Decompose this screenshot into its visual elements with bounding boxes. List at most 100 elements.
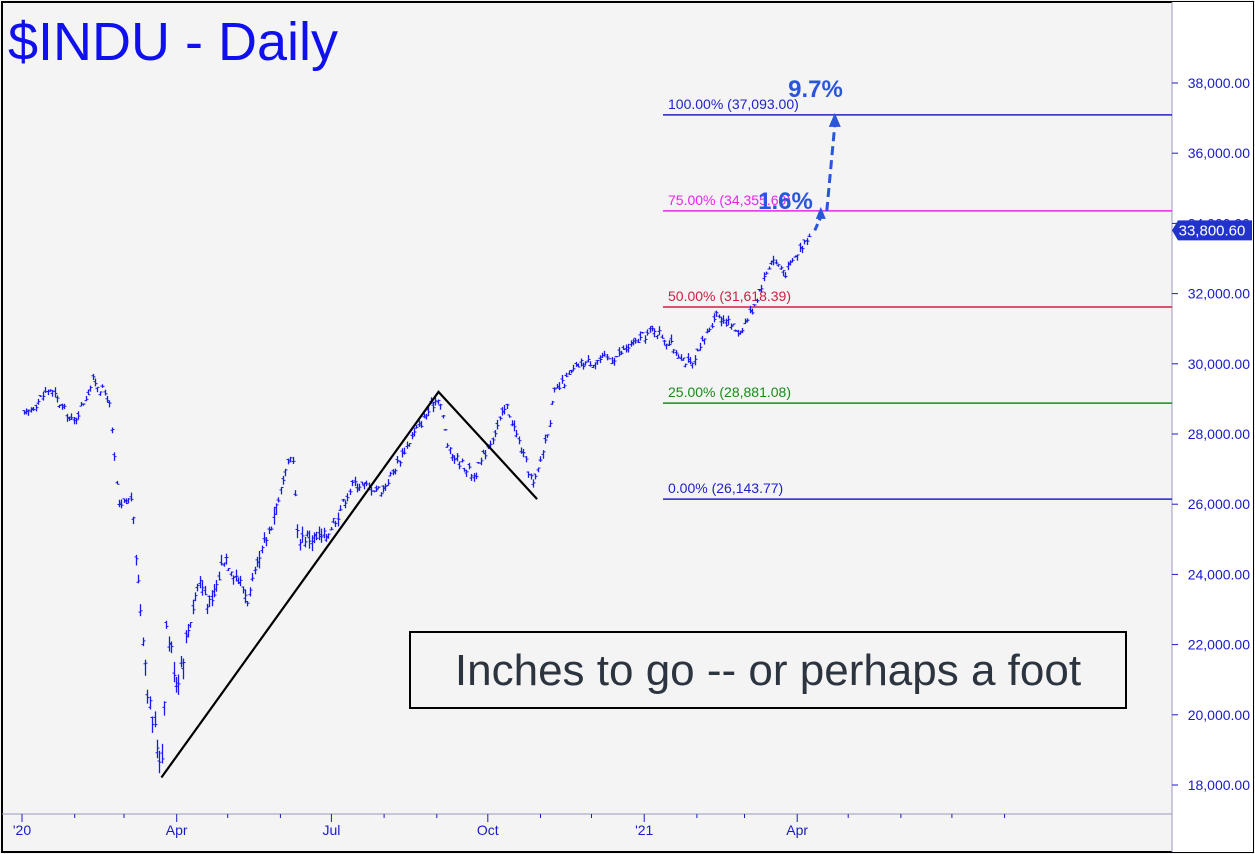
price-bar <box>107 400 112 408</box>
price-bar <box>538 456 543 462</box>
price-bar <box>774 259 779 265</box>
price-bar <box>550 400 555 405</box>
price-bar <box>364 480 369 487</box>
price-bar <box>521 448 526 458</box>
price-bar <box>755 298 760 303</box>
price-bar <box>62 403 67 410</box>
price-bar <box>333 520 338 528</box>
price-bar <box>752 304 757 307</box>
price-bar <box>586 355 591 363</box>
price-bar <box>93 378 98 387</box>
price-bar <box>733 329 738 332</box>
price-bar <box>776 264 781 267</box>
price-bar <box>393 468 398 475</box>
price-bar <box>491 437 496 445</box>
price-bar <box>160 743 165 764</box>
price-bar <box>731 323 736 326</box>
fibonacci-levels: 100.00% (37,093.00) 75.00% (34,355.69) 50.… <box>663 96 1172 500</box>
price-bar <box>507 414 512 418</box>
price-bar <box>800 245 805 254</box>
y-tick-label: 26,000.00 <box>1188 496 1250 512</box>
price-bar <box>303 536 308 548</box>
price-bar <box>693 355 698 366</box>
price-bar <box>86 389 91 396</box>
price-bar <box>457 461 462 470</box>
price-bar <box>329 526 334 531</box>
projection-segment-2 <box>825 124 837 212</box>
price-bar <box>557 382 562 391</box>
price-bar <box>84 395 89 402</box>
price-bar <box>529 473 534 480</box>
price-bar <box>38 395 43 397</box>
price-bar <box>245 600 250 607</box>
price-bar <box>779 265 784 270</box>
price-bar <box>172 661 177 683</box>
price-bar <box>607 358 612 360</box>
price-bar <box>264 537 269 547</box>
price-bar <box>219 554 224 566</box>
fib-label: 75.00% (34,355.69) <box>668 192 791 208</box>
price-bar <box>660 334 665 339</box>
price-bar <box>652 328 657 338</box>
price-bar <box>464 469 469 477</box>
y-tick-label: 30,000.00 <box>1188 356 1250 372</box>
price-bar <box>619 350 624 355</box>
price-bar <box>253 566 258 575</box>
price-bar <box>203 585 208 596</box>
price-bar <box>186 623 191 638</box>
projection-label-near: 1.6% <box>758 188 813 215</box>
price-bar <box>517 436 522 445</box>
price-bar <box>212 584 217 598</box>
abc-pattern <box>160 390 538 779</box>
price-bar <box>724 318 729 327</box>
price-bar <box>188 622 193 628</box>
price-bar <box>193 592 198 602</box>
price-bar <box>548 420 553 428</box>
price-bar <box>379 492 384 497</box>
price-bar <box>395 456 400 464</box>
price-bar <box>326 533 331 539</box>
price-bar <box>448 447 453 455</box>
price-bar <box>200 580 205 596</box>
price-bar <box>103 389 108 396</box>
fib-label: 50.00% (31,618.39) <box>668 288 791 304</box>
price-bar <box>671 349 676 354</box>
price-bar <box>438 403 443 410</box>
price-bar <box>676 354 681 359</box>
price-bar <box>524 456 529 463</box>
price-bar <box>231 575 236 585</box>
price-bar <box>295 524 300 539</box>
price-bar <box>783 272 788 279</box>
price-bar <box>688 356 693 365</box>
price-bar <box>34 404 39 412</box>
price-bar <box>795 254 800 261</box>
projection-segment-1 <box>813 216 823 232</box>
price-bar <box>745 318 750 323</box>
price-bar <box>626 343 631 353</box>
price-bar <box>662 339 667 346</box>
price-bar <box>493 430 498 438</box>
price-bar <box>414 424 419 429</box>
price-bar <box>191 599 196 615</box>
price-bar <box>714 310 719 317</box>
annotation-text: Inches to go -- or perhaps a foot <box>455 646 1081 695</box>
price-bar <box>643 335 648 344</box>
price-bar <box>353 476 358 487</box>
price-bar <box>483 450 488 460</box>
price-bar <box>126 498 131 504</box>
price-bar <box>155 739 160 759</box>
price-bar <box>119 499 124 509</box>
price-bar <box>514 429 519 438</box>
price-bar <box>388 471 393 477</box>
price-bar <box>279 486 284 495</box>
price-bar <box>376 486 381 489</box>
y-tick-label: 18,000.00 <box>1188 777 1250 793</box>
price-bar <box>802 239 807 245</box>
price-bar <box>398 460 403 467</box>
chart-title: $INDU - Daily <box>8 12 338 72</box>
price-bar <box>581 362 586 370</box>
projection-arrow: 1.6% 9.7% <box>758 76 843 232</box>
price-bar <box>293 490 298 497</box>
price-bar <box>129 492 134 502</box>
